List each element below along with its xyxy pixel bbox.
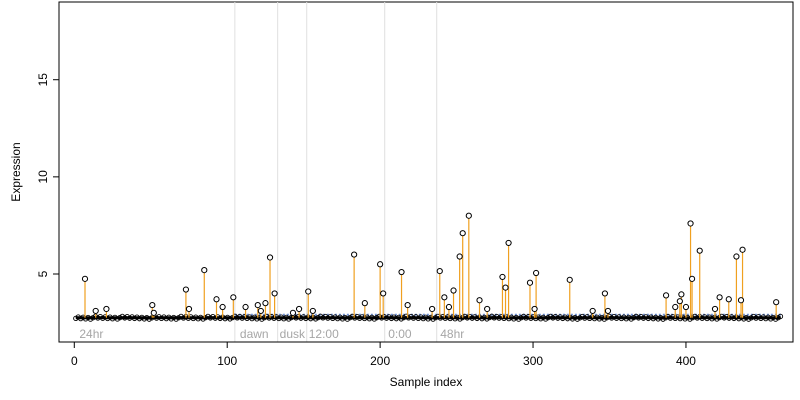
region-labels: 24hr dawn dusk 12:00 0:00 48hr (79, 327, 464, 341)
region-label: dawn (240, 327, 269, 341)
data-point (182, 286, 190, 293)
data-point (289, 309, 297, 316)
points (81, 212, 780, 316)
data-point (149, 301, 156, 309)
data-point (404, 301, 411, 309)
data-point (566, 276, 573, 283)
x-tick-label: 200 (370, 354, 390, 368)
data-point (230, 294, 237, 301)
data-point (526, 279, 534, 286)
data-point (351, 251, 358, 258)
data-point (81, 275, 89, 282)
data-point (377, 261, 384, 268)
data-point (295, 305, 303, 313)
data-point (450, 287, 457, 294)
data-point (687, 220, 694, 227)
data-point (476, 297, 483, 304)
data-point (436, 267, 443, 275)
x-axis-label: Sample index (390, 375, 463, 389)
region-label: 12:00 (309, 327, 339, 341)
baseline-point (777, 313, 784, 320)
data-point (361, 300, 368, 307)
data-point (737, 297, 745, 304)
data-point (271, 290, 278, 297)
data-point (219, 303, 226, 311)
y-tick-label: 10 (36, 170, 50, 184)
data-point (429, 305, 436, 313)
baseline-layer (73, 313, 784, 322)
data-point (725, 296, 732, 303)
x-tick-label: 300 (523, 354, 543, 368)
data-point (459, 230, 466, 237)
data-point (711, 305, 719, 313)
data-point (262, 300, 269, 307)
data-point (465, 212, 472, 219)
data-point (441, 294, 448, 301)
data-point (499, 273, 506, 281)
region-label: 48hr (440, 327, 464, 341)
y-tick-label: 5 (36, 270, 50, 277)
data-point (739, 246, 746, 253)
data-point (254, 301, 261, 309)
data-point (445, 303, 453, 311)
data-point (257, 307, 264, 315)
x-tick-label: 100 (217, 354, 237, 368)
data-point (185, 305, 193, 313)
x-tick-label: 400 (676, 354, 696, 368)
data-point (456, 253, 463, 260)
x-tick-label: 0 (71, 354, 78, 368)
data-point (662, 292, 670, 299)
data-point (505, 239, 512, 247)
data-point (604, 307, 612, 315)
data-point (242, 303, 249, 311)
data-point (103, 305, 110, 313)
data-point (398, 268, 405, 276)
data-point (213, 296, 220, 303)
data-point (531, 305, 538, 313)
data-point (716, 294, 723, 301)
data-point (696, 247, 703, 254)
data-point (533, 269, 540, 277)
data-point (672, 303, 679, 311)
data-point (589, 307, 596, 315)
data-point (266, 254, 274, 261)
y-tick-label: 15 (36, 73, 50, 87)
region-label: 24hr (79, 327, 103, 341)
data-point (688, 275, 696, 282)
data-point (601, 290, 609, 297)
y-axis: 5 10 15 (36, 73, 60, 277)
data-point (309, 307, 316, 315)
data-point (92, 307, 99, 315)
region-label: dusk (280, 327, 306, 341)
region-lines (234, 2, 438, 342)
stems (84, 215, 777, 318)
data-point (380, 290, 387, 297)
data-point (676, 298, 683, 305)
data-point (305, 288, 312, 295)
x-axis: 0 100 200 300 400 (71, 341, 696, 368)
data-point (773, 299, 780, 306)
region-label: 0:00 (388, 327, 412, 341)
data-point (201, 267, 208, 274)
data-point (502, 284, 509, 291)
y-axis-label: Expression (9, 142, 23, 201)
data-point (678, 291, 685, 298)
data-point (150, 309, 157, 316)
data-point (484, 305, 491, 313)
data-point (682, 303, 690, 311)
data-point (733, 253, 740, 260)
plot-border (58, 1, 794, 343)
